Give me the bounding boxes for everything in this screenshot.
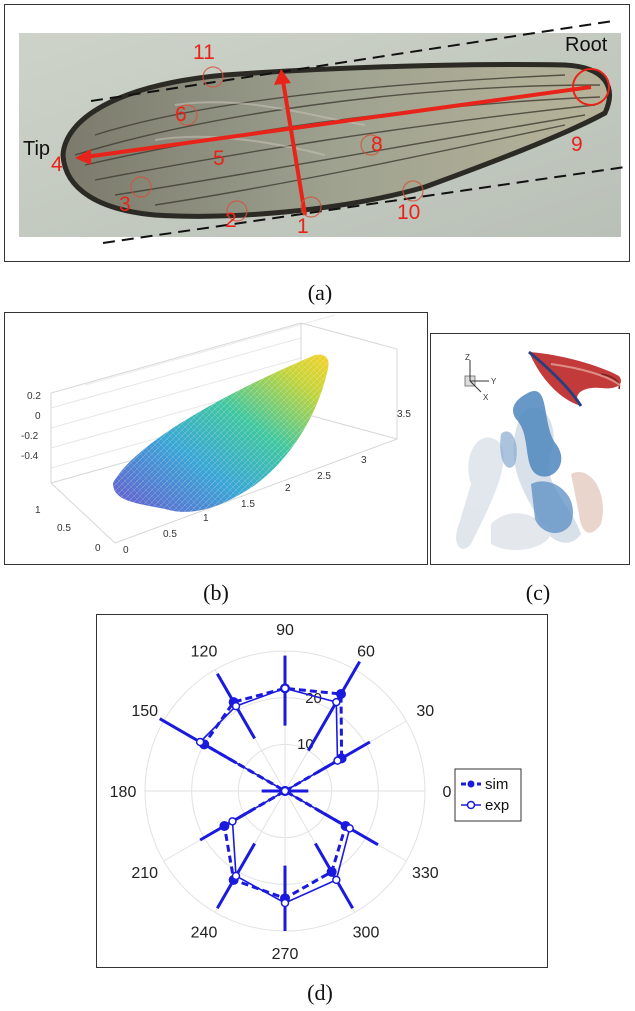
data-point-exp [345, 824, 354, 833]
legend-box [454, 768, 522, 822]
data-point-exp [333, 756, 342, 765]
angle-tick-label: 30 [416, 703, 434, 720]
root-circle [572, 68, 610, 106]
caption-b: (b) [203, 580, 229, 605]
triad-x-label: X [483, 393, 489, 402]
z-tick-label: -0.4 [21, 451, 39, 462]
legend-sim-label: sim [485, 776, 508, 793]
angle-tick-label: 240 [191, 924, 218, 941]
marker-number-10: 10 [397, 201, 420, 224]
chart-legend: sim exp [454, 768, 522, 822]
z-tick-label: 0.2 [27, 391, 41, 402]
z-tick-label: -0.2 [21, 431, 39, 442]
span-axis-line [84, 85, 592, 159]
x-tick-label: 1.5 [241, 499, 255, 510]
y-tick-label: 0.5 [57, 523, 71, 534]
caption-d: (d) [307, 980, 333, 1005]
panel-c-vortex-render: Z Y X [430, 333, 630, 565]
upper-dashed-line [90, 20, 614, 102]
angle-tick-label: 300 [353, 924, 380, 941]
panel-a-wing-photo: 1 2 3 4 5 6 8 9 10 11 Tip Root [4, 4, 630, 262]
triad-z-label: Z [465, 353, 470, 362]
wing-body [528, 350, 621, 407]
error-bar [307, 660, 361, 752]
data-point-exp [280, 786, 290, 796]
data-point-sim [336, 689, 346, 700]
angle-tick-label: 270 [272, 946, 299, 963]
legend-sim-marker [467, 780, 475, 788]
data-point-exp [231, 701, 241, 711]
y-tick-label: 0 [95, 543, 101, 554]
wing-photo-canvas: 1 2 3 4 5 6 8 9 10 11 Tip Root [19, 20, 626, 244]
x-tick-label: 0.5 [163, 529, 177, 540]
vortex-core [500, 390, 573, 534]
marker-number-1: 1 [297, 215, 309, 238]
legend-exp-marker [466, 800, 476, 810]
triad-axes: Z Y X [464, 353, 497, 402]
marker-number-3: 3 [119, 193, 131, 216]
angle-tick-label: 210 [131, 865, 158, 882]
marker-number-5: 5 [213, 147, 225, 170]
lower-dashed-line [102, 166, 626, 244]
polar-error-bars [158, 655, 379, 931]
data-point-sim [326, 866, 337, 877]
marker-number-9: 9 [571, 133, 583, 156]
data-point-exp [195, 737, 205, 747]
x-tick-label: 1 [203, 513, 209, 524]
angle-tick-label: 0 [443, 784, 452, 801]
y-tick-label: 1 [35, 505, 41, 516]
y-axis-ticks: 1 0.5 0 [35, 505, 101, 554]
legend-exp-label: exp [485, 797, 509, 814]
angle-tick-label: 60 [357, 644, 375, 661]
span-arrowhead [75, 149, 91, 165]
polar-series [195, 683, 354, 908]
data-point-exp [332, 697, 341, 707]
x-axis-ticks: 0 0.5 1 1.5 2 2.5 3 3.5 [123, 409, 411, 556]
wing-mesh-wireframe [113, 354, 329, 512]
root-label: Root [565, 34, 608, 56]
data-point-exp [231, 871, 241, 881]
tip-label: Tip [23, 138, 50, 160]
marker-number-11: 11 [193, 41, 215, 64]
chord-arrowhead [274, 69, 291, 85]
panel-b-wing-mesh: 0.2 0 -0.2 -0.4 0 0.5 1 1.5 2 2.5 3 3.5 … [4, 312, 428, 565]
marker-number-6: 6 [175, 103, 187, 126]
caption-a: (a) [307, 280, 333, 305]
wing-highlight [550, 363, 622, 387]
marker-number-2: 2 [225, 209, 237, 232]
triad-y-label: Y [491, 377, 497, 386]
angle-tick-label: 150 [131, 703, 158, 720]
marker-numbers: 1 2 3 4 5 6 8 9 10 11 [51, 41, 583, 238]
x-tick-label: 2 [285, 483, 291, 494]
marker-circles [130, 66, 424, 222]
marker-number-8: 8 [371, 133, 383, 156]
data-point-exp [332, 875, 341, 885]
angle-tick-label: 180 [110, 784, 137, 801]
vortex-canvas: Z Y X [456, 350, 622, 551]
x-tick-label: 0 [123, 545, 129, 556]
polar-angle-labels: 0 30 60 90 120 150 180 210 240 270 300 330 [110, 622, 452, 963]
data-point-exp [228, 817, 237, 826]
z-axis-ticks: 0.2 0 -0.2 -0.4 [21, 391, 41, 462]
data-point-exp [280, 898, 290, 908]
angle-tick-label: 330 [412, 865, 439, 882]
x-tick-label: 2.5 [317, 471, 331, 482]
data-point-exp [280, 684, 290, 693]
z-tick-label: 0 [35, 411, 41, 422]
caption-c: (c) [525, 580, 551, 605]
x-tick-label: 3 [361, 455, 367, 466]
angle-tick-label: 120 [191, 644, 218, 661]
wing-veins [74, 74, 601, 206]
panel-d-polar-chart: 0 30 60 90 120 150 180 210 240 270 300 330 10 20 sim… [96, 614, 548, 968]
mesh-plot-canvas: 0.2 0 -0.2 -0.4 0 0.5 1 1.5 2 2.5 3 3.5 … [21, 314, 411, 556]
x-tick-label: 3.5 [397, 409, 411, 420]
marker-number-4: 4 [51, 153, 63, 176]
angle-tick-label: 90 [276, 622, 294, 639]
data-point-sim [219, 821, 230, 831]
chord-axis-line [281, 80, 307, 216]
